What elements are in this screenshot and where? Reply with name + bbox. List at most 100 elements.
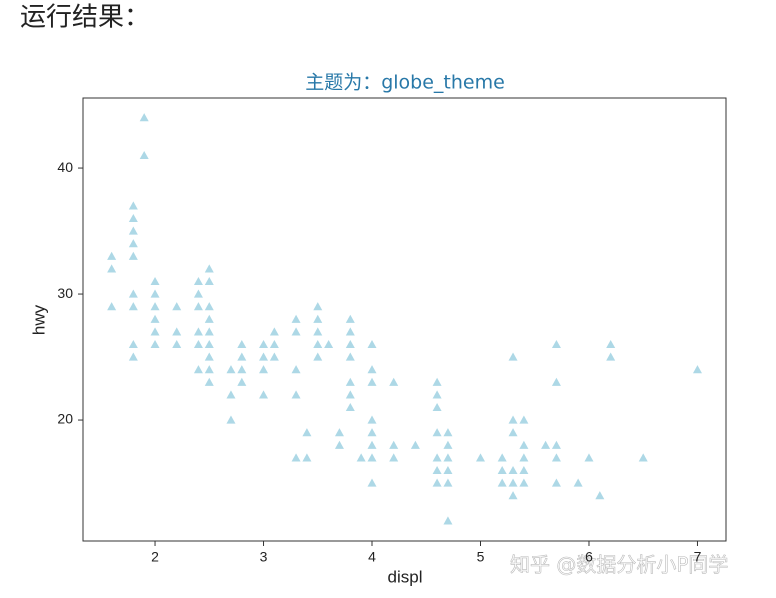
point	[302, 428, 312, 437]
point	[204, 314, 214, 323]
point	[606, 352, 616, 361]
point	[367, 478, 377, 487]
point	[345, 352, 355, 361]
point	[128, 226, 138, 235]
point	[595, 491, 605, 500]
y-tick-label: 30	[57, 285, 73, 301]
point	[226, 390, 236, 399]
point	[226, 365, 236, 374]
point	[508, 465, 518, 475]
point	[508, 415, 518, 424]
point	[291, 365, 301, 374]
point	[432, 453, 442, 462]
point	[432, 402, 442, 412]
point	[345, 327, 355, 336]
point	[204, 264, 214, 273]
point	[193, 276, 203, 286]
x-tick-label: 6	[585, 549, 593, 565]
point	[128, 352, 138, 361]
point	[226, 415, 236, 424]
plot-frame	[82, 97, 727, 542]
point	[367, 377, 377, 386]
point	[150, 314, 160, 323]
y-tick-label: 20	[57, 411, 73, 427]
point	[150, 302, 160, 311]
point	[334, 428, 344, 437]
point	[259, 352, 269, 361]
point	[443, 465, 453, 475]
point	[432, 478, 442, 487]
point	[128, 239, 138, 248]
y-tick-label: 40	[57, 159, 73, 175]
point	[269, 339, 279, 349]
point	[497, 478, 507, 487]
point	[356, 453, 366, 462]
x-tick-label: 4	[368, 549, 376, 565]
point	[345, 402, 355, 412]
point	[551, 339, 561, 349]
point	[291, 314, 301, 323]
x-tick-label: 3	[260, 549, 268, 565]
point	[259, 339, 269, 349]
point	[150, 289, 160, 298]
point	[237, 377, 247, 386]
point	[193, 302, 203, 311]
point	[519, 478, 529, 487]
point	[204, 352, 214, 361]
point	[443, 440, 453, 449]
point	[551, 478, 561, 487]
point	[432, 465, 442, 475]
point	[497, 465, 507, 475]
y-axis-label: hwy	[29, 304, 48, 335]
point	[541, 440, 551, 449]
point	[172, 302, 182, 311]
point	[237, 365, 247, 374]
point	[508, 428, 518, 437]
point	[128, 251, 138, 260]
point	[551, 377, 561, 386]
point	[150, 276, 160, 286]
x-axis-label: displ	[388, 567, 423, 586]
point	[291, 390, 301, 399]
point	[443, 428, 453, 437]
point	[269, 327, 279, 336]
point	[204, 365, 214, 374]
point	[291, 453, 301, 462]
point	[193, 289, 203, 298]
point	[313, 339, 323, 349]
point	[519, 440, 529, 449]
point	[638, 453, 648, 462]
point	[193, 365, 203, 374]
point	[107, 264, 117, 273]
point	[519, 415, 529, 424]
point	[508, 352, 518, 361]
point	[519, 465, 529, 475]
point	[584, 453, 594, 462]
point	[204, 377, 214, 386]
heading: 运行结果：	[20, 3, 150, 33]
point	[606, 339, 616, 349]
point	[345, 314, 355, 323]
point	[432, 428, 442, 437]
x-tick-label: 2	[151, 549, 159, 565]
point	[508, 478, 518, 487]
point	[128, 201, 138, 210]
point	[389, 377, 399, 386]
point	[269, 352, 279, 361]
point	[237, 352, 247, 361]
point	[345, 339, 355, 349]
point	[551, 440, 561, 449]
x-tick-label: 7	[694, 549, 702, 565]
point	[432, 377, 442, 386]
point	[128, 302, 138, 311]
point	[204, 276, 214, 286]
point	[475, 453, 485, 462]
point	[193, 339, 203, 349]
point	[128, 339, 138, 349]
point	[128, 289, 138, 298]
point	[389, 453, 399, 462]
point	[107, 251, 117, 260]
point	[302, 453, 312, 462]
chart-title: 主题为：globe_theme	[305, 72, 505, 94]
point	[410, 440, 420, 449]
